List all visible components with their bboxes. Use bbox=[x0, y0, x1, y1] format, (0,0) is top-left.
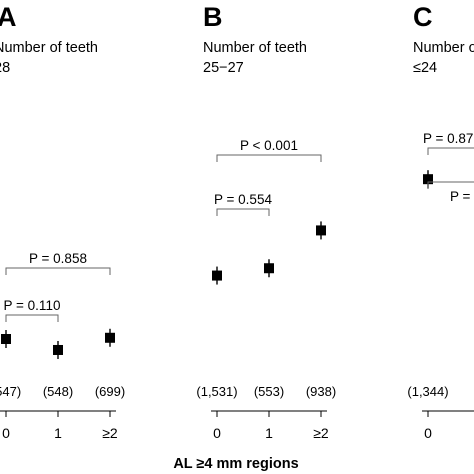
x-tick-label: 0 bbox=[2, 425, 10, 441]
p-value-label: P = 0.87 bbox=[423, 131, 473, 146]
data-point bbox=[1, 334, 11, 344]
data-point bbox=[212, 270, 222, 281]
x-tick-label: 0 bbox=[424, 425, 432, 441]
n-label: (1,344) bbox=[407, 384, 448, 399]
significance-bracket bbox=[216, 154, 322, 162]
n-label: (548) bbox=[43, 384, 73, 399]
panel-subtitle-line1: Number of teeth bbox=[413, 40, 474, 56]
data-point bbox=[53, 344, 63, 355]
data-point bbox=[264, 263, 274, 274]
panel-subtitle-line1: Number of teeth bbox=[203, 40, 307, 56]
panel-letter-A: A bbox=[0, 2, 17, 32]
p-value-label: P = 0.858 bbox=[29, 251, 87, 266]
data-point bbox=[423, 174, 433, 185]
panel-subtitle-line2: ≤24 bbox=[413, 60, 437, 76]
n-label: (938) bbox=[306, 384, 336, 399]
p-value-label: P < 0.001 bbox=[240, 138, 298, 153]
n-label: (547) bbox=[0, 384, 21, 399]
significance-bracket bbox=[216, 208, 270, 216]
x-tick-label: 1 bbox=[54, 425, 62, 441]
significance-bracket bbox=[5, 314, 59, 322]
n-label: (699) bbox=[95, 384, 125, 399]
p-value-label: P = 0.110 bbox=[4, 298, 61, 313]
x-axis-title: AL ≥4 mm regions bbox=[173, 456, 298, 472]
p-value-label: P = 0.554 bbox=[214, 192, 272, 207]
panel-letter-B: B bbox=[203, 2, 223, 32]
panel-subtitle-line2: 28 bbox=[0, 60, 10, 76]
significance-bracket bbox=[427, 181, 474, 189]
x-tick-label: 1 bbox=[265, 425, 273, 441]
data-point bbox=[316, 225, 326, 236]
x-tick-label: ≥2 bbox=[313, 425, 329, 441]
panel-subtitle-line1: Number of teeth bbox=[0, 40, 98, 56]
x-tick-label: ≥2 bbox=[102, 425, 118, 441]
data-point bbox=[105, 332, 115, 343]
significance-bracket bbox=[427, 147, 474, 155]
p-value-label: P = bbox=[450, 189, 471, 204]
panel-letter-C: C bbox=[413, 2, 433, 32]
n-label: (553) bbox=[254, 384, 284, 399]
panel-subtitle-line2: 25−27 bbox=[203, 60, 244, 76]
significance-bracket bbox=[5, 267, 111, 275]
x-tick-label: 0 bbox=[213, 425, 221, 441]
n-label: (1,531) bbox=[196, 384, 237, 399]
